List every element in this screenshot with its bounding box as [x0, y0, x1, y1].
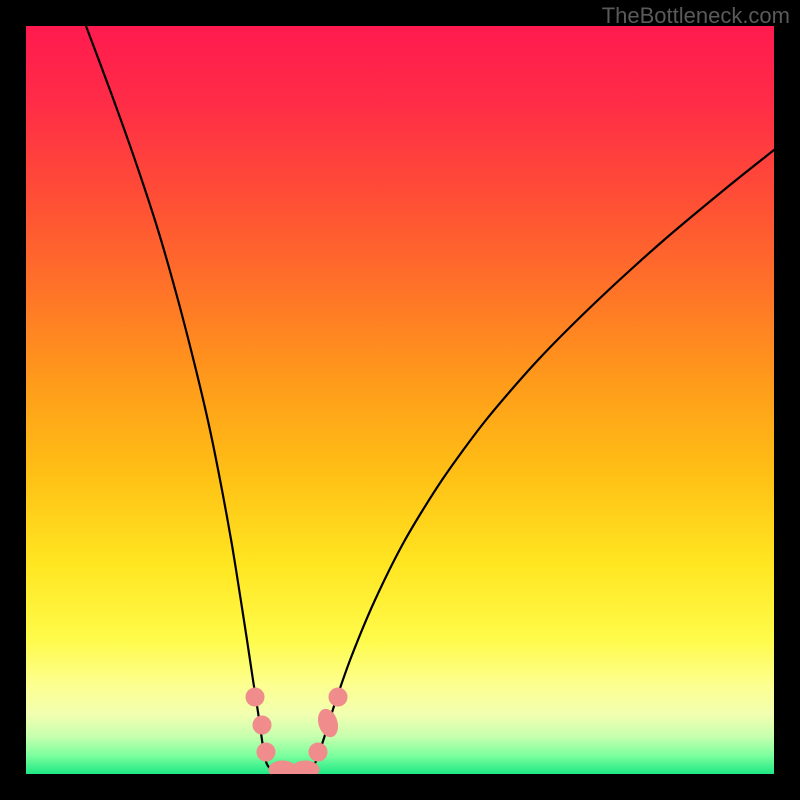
- plot-background-gradient: [26, 26, 774, 774]
- data-marker: [329, 688, 347, 706]
- watermark-text: TheBottleneck.com: [602, 3, 790, 29]
- data-marker: [246, 688, 264, 706]
- data-marker: [253, 716, 271, 734]
- bottleneck-chart: [0, 0, 800, 800]
- data-marker: [257, 743, 275, 761]
- data-marker: [309, 743, 327, 761]
